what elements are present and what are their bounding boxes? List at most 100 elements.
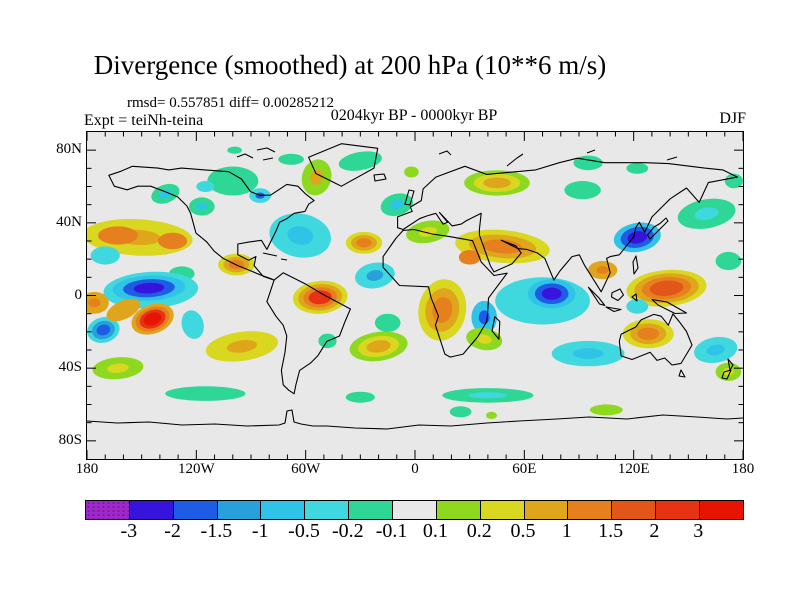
anomaly-blob	[476, 334, 492, 344]
coastline	[280, 258, 288, 261]
colorbar-cell-6	[348, 501, 393, 519]
anomaly-blob	[107, 363, 129, 373]
coastline	[404, 189, 415, 206]
coastline	[262, 157, 274, 161]
coastline	[618, 313, 693, 366]
colorbar-cell-0	[86, 501, 129, 519]
anomaly-blob	[287, 226, 314, 245]
coastline	[678, 369, 686, 378]
anomaly-blob	[486, 411, 497, 419]
coastline	[587, 286, 606, 307]
anomaly-blob	[715, 251, 742, 271]
colorbar-level-0.1: 0.1	[422, 520, 448, 542]
colorbar-cell-13	[655, 501, 700, 519]
anomaly-blob	[158, 232, 188, 250]
season-label: DJF	[719, 110, 746, 127]
colorbar-level--1.5: -1.5	[200, 520, 233, 542]
anomaly-blob	[96, 324, 111, 336]
coastline	[666, 156, 678, 161]
coastline	[256, 147, 276, 153]
colorbar-cell-3	[216, 501, 261, 519]
anomaly-blob	[482, 239, 523, 254]
coastline	[586, 149, 596, 154]
colorbar-level-1.5: 1.5	[598, 520, 624, 542]
colorbar-level-1: 1	[561, 520, 572, 542]
colorbar-cell-10	[523, 501, 568, 519]
colorbar-level-3: 3	[693, 520, 704, 542]
anomaly-blob	[366, 340, 391, 353]
colorbar-cell-9	[479, 501, 524, 519]
x-axis-label-120W: 120W	[177, 461, 215, 477]
anomaly-blob	[308, 290, 332, 305]
coastline	[632, 255, 639, 275]
colorbar-cell-2	[172, 501, 217, 519]
x-axis-label-180: 180	[731, 461, 755, 477]
y-axis-label-80S: 80S	[58, 431, 82, 448]
colorbar-level--2: -2	[164, 520, 181, 542]
anomaly-blob	[356, 238, 372, 248]
coastline	[236, 153, 254, 159]
coastline	[651, 298, 688, 315]
coastline	[721, 369, 732, 380]
anomaly-blob	[541, 287, 562, 300]
coastline	[727, 358, 734, 371]
experiment-label: Expt = teiNh-teina	[84, 112, 204, 129]
anomaly-blob	[338, 151, 382, 171]
anomaly-blob	[694, 207, 719, 221]
y-axis-label-80N: 80N	[56, 141, 82, 158]
anomaly-blob	[133, 282, 165, 294]
colorbar	[85, 500, 744, 520]
coastline	[397, 157, 738, 293]
anomaly-blob	[196, 181, 215, 192]
anomaly-blob	[564, 181, 601, 200]
coastline	[610, 288, 625, 302]
colorbar-level-0.2: 0.2	[466, 520, 492, 542]
coastline	[266, 272, 351, 395]
coastline	[491, 316, 501, 340]
anomaly-blob	[159, 189, 172, 198]
anomaly-blob	[143, 312, 162, 326]
coastline	[308, 143, 379, 187]
colorbar-cell-5	[304, 501, 349, 519]
anomaly-blob	[165, 386, 246, 401]
anomaly-blob	[589, 404, 623, 416]
anomaly-blob	[207, 166, 259, 196]
anomaly-blob	[572, 348, 604, 359]
colorbar-level--0.2: -0.2	[331, 520, 364, 542]
anomaly-blob	[90, 246, 120, 265]
anomaly-blob	[196, 202, 208, 211]
colorbar-level--3: -3	[120, 520, 138, 542]
anomaly-blob	[404, 166, 419, 178]
y-axis-label-40S: 40S	[58, 359, 82, 376]
anomaly-blob	[181, 310, 204, 339]
world-map-contour-plot	[87, 132, 743, 459]
anomaly-blob	[366, 270, 384, 281]
anomaly-blob	[310, 169, 323, 185]
anomaly-blob	[458, 250, 481, 265]
coastline	[382, 228, 508, 358]
anomaly-blob	[98, 226, 138, 245]
colorbar-cell-4	[260, 501, 305, 519]
anomaly-blob	[374, 313, 401, 332]
coastline	[631, 293, 638, 302]
colorbar-level--0.1: -0.1	[375, 520, 408, 542]
plot-title: Divergence (smoothed) at 200 hPa (10**6 …	[93, 50, 607, 80]
anomaly-blob	[390, 199, 404, 210]
world-map-plot-frame	[86, 131, 744, 460]
coastline	[646, 217, 669, 240]
anomaly-blob	[88, 298, 101, 308]
anomaly-blob	[637, 327, 659, 340]
x-axis-label-60W: 60W	[291, 461, 321, 477]
anomaly-blob	[345, 391, 375, 403]
coastline	[506, 153, 524, 167]
coastline	[108, 165, 315, 281]
anomaly-blob	[483, 177, 511, 189]
anomaly-blob	[449, 406, 472, 418]
colorbar-cell-14	[699, 501, 743, 519]
period-label: 0204kyr BP - 0000kyr BP	[330, 107, 498, 124]
anomaly-blob	[626, 162, 649, 174]
stats-line: rmsd= 0.557851 diff= 0.00285212	[127, 95, 335, 111]
anomaly-blob	[626, 299, 649, 314]
x-axis-label-180: 180	[75, 461, 99, 477]
coastline	[373, 173, 387, 182]
